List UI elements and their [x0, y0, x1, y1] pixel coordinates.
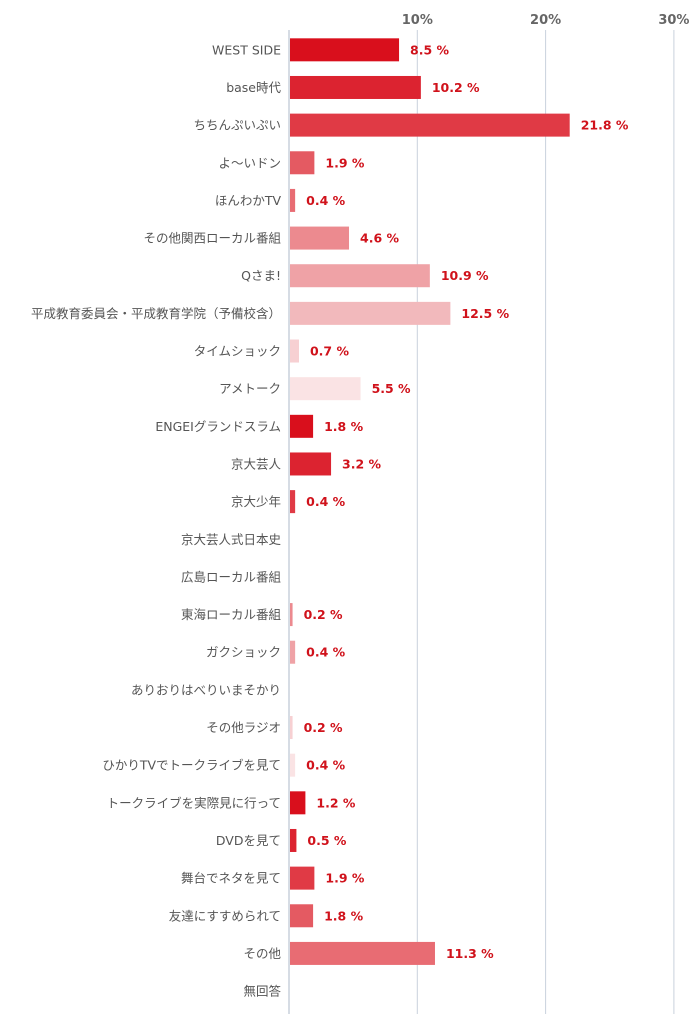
- x-tick-label: 30%: [658, 13, 689, 28]
- bar: [290, 941, 435, 965]
- bar: [290, 414, 314, 438]
- value-label: 0.5 %: [307, 833, 346, 848]
- category-label: タイムショック: [194, 344, 281, 359]
- bar: [290, 339, 299, 363]
- bar: [290, 151, 315, 175]
- bar: [290, 38, 400, 62]
- category-label: ひかりTVでトークライブを見て: [102, 758, 281, 773]
- bar: [290, 377, 361, 401]
- category-label: Qさま!: [241, 268, 281, 283]
- bar: [290, 791, 306, 815]
- bar: [290, 490, 296, 514]
- category-label: 無回答: [243, 984, 281, 999]
- value-label: 0.4 %: [306, 645, 345, 660]
- bar: [290, 188, 296, 212]
- bar: [290, 452, 332, 476]
- bar: [290, 603, 293, 627]
- bar: [290, 828, 297, 852]
- bar: [290, 301, 451, 325]
- bar: [290, 75, 421, 99]
- value-label: 0.4 %: [306, 193, 345, 208]
- value-label: 4.6 %: [360, 231, 399, 246]
- category-label: 舞台でネタを見て: [181, 871, 281, 886]
- category-label: ありおりはべりいまそかり: [131, 682, 281, 697]
- value-label: 1.9 %: [325, 155, 364, 170]
- bar: [290, 640, 296, 664]
- category-label: 東海ローカル番組: [181, 607, 281, 622]
- x-tick-label: 10%: [402, 13, 433, 28]
- value-label: 5.5 %: [372, 381, 411, 396]
- value-label: 0.7 %: [310, 344, 349, 359]
- category-label: アメトーク: [219, 381, 281, 396]
- category-label: その他関西ローカル番組: [143, 231, 281, 246]
- value-label: 10.9 %: [441, 268, 489, 283]
- bar: [290, 716, 293, 740]
- category-label: 友達にすすめられて: [169, 908, 281, 923]
- category-label: base時代: [226, 80, 281, 95]
- category-label: ちちんぷいぷい: [193, 118, 281, 133]
- category-label: DVDを見て: [216, 833, 281, 848]
- category-label: ほんわかTV: [215, 193, 282, 208]
- value-label: 12.5 %: [461, 306, 509, 321]
- value-label: 10.2 %: [432, 80, 480, 95]
- value-label: 1.9 %: [325, 871, 364, 886]
- category-label: トークライブを実際見に行って: [107, 795, 281, 810]
- bar: [290, 113, 570, 137]
- category-label: その他: [243, 946, 281, 961]
- category-label: 京大芸人: [231, 456, 282, 471]
- bar: [290, 264, 430, 288]
- category-label: よ〜いドン: [218, 155, 281, 170]
- bar: [290, 866, 315, 890]
- category-label: 京大少年: [231, 494, 281, 509]
- value-label: 21.8 %: [581, 118, 629, 133]
- value-label: 1.2 %: [316, 795, 355, 810]
- value-label: 0.4 %: [306, 758, 345, 773]
- category-label: ガクショック: [206, 645, 281, 660]
- category-label: WEST SIDE: [212, 42, 281, 57]
- value-label: 0.4 %: [306, 494, 345, 509]
- bar: [290, 753, 296, 777]
- bar: [290, 904, 314, 928]
- value-label: 8.5 %: [410, 42, 449, 57]
- value-label: 1.8 %: [324, 908, 363, 923]
- value-label: 0.2 %: [304, 720, 343, 735]
- category-label: 京大芸人式日本史: [181, 532, 282, 547]
- category-label: その他ラジオ: [206, 720, 281, 735]
- x-tick-label: 20%: [530, 13, 561, 28]
- value-label: 3.2 %: [342, 456, 381, 471]
- category-label: 平成教育委員会・平成教育学院（予備校含）: [31, 306, 281, 321]
- category-label: ENGEIグランドスラム: [155, 419, 281, 434]
- value-label: 11.3 %: [446, 946, 494, 961]
- bar: [290, 226, 350, 250]
- value-label: 0.2 %: [304, 607, 343, 622]
- category-label: 広島ローカル番組: [181, 569, 281, 584]
- value-label: 1.8 %: [324, 419, 363, 434]
